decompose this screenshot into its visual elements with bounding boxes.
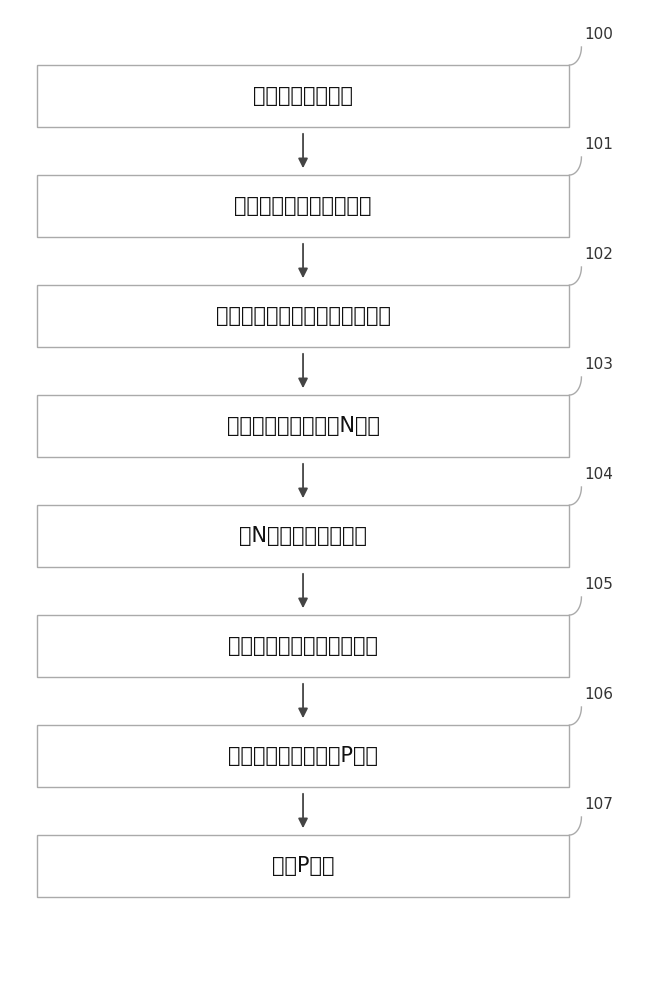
- Text: 107: 107: [585, 797, 613, 812]
- Text: 在N型层上生长有源层: 在N型层上生长有源层: [239, 526, 367, 546]
- Text: 103: 103: [585, 357, 614, 372]
- Text: 活化P型层: 活化P型层: [272, 856, 334, 876]
- Text: 在衬底上生长低温缓冲层: 在衬底上生长低温缓冲层: [234, 196, 372, 216]
- Bar: [37, 65, 569, 127]
- Text: 在电子阻挡层上生长P型层: 在电子阻挡层上生长P型层: [228, 746, 378, 766]
- Bar: [37, 395, 569, 457]
- Text: 100: 100: [585, 27, 613, 42]
- Bar: [37, 615, 569, 677]
- Bar: [37, 725, 569, 787]
- Text: 对衬底进行预处理: 对衬底进行预处理: [253, 86, 353, 106]
- Bar: [37, 285, 569, 347]
- Text: 在低温缓冲层上生长高温缓冲层: 在低温缓冲层上生长高温缓冲层: [216, 306, 390, 326]
- Bar: [37, 505, 569, 567]
- Bar: [37, 175, 569, 237]
- Text: 101: 101: [585, 137, 613, 152]
- Bar: [37, 835, 569, 897]
- Text: 104: 104: [585, 467, 613, 482]
- Text: 在有源层上生长电子阻挡层: 在有源层上生长电子阻挡层: [228, 636, 378, 656]
- Text: 106: 106: [585, 687, 614, 702]
- Text: 102: 102: [585, 247, 613, 262]
- Text: 105: 105: [585, 577, 613, 592]
- Text: 在高温缓冲层上生长N型层: 在高温缓冲层上生长N型层: [226, 416, 380, 436]
